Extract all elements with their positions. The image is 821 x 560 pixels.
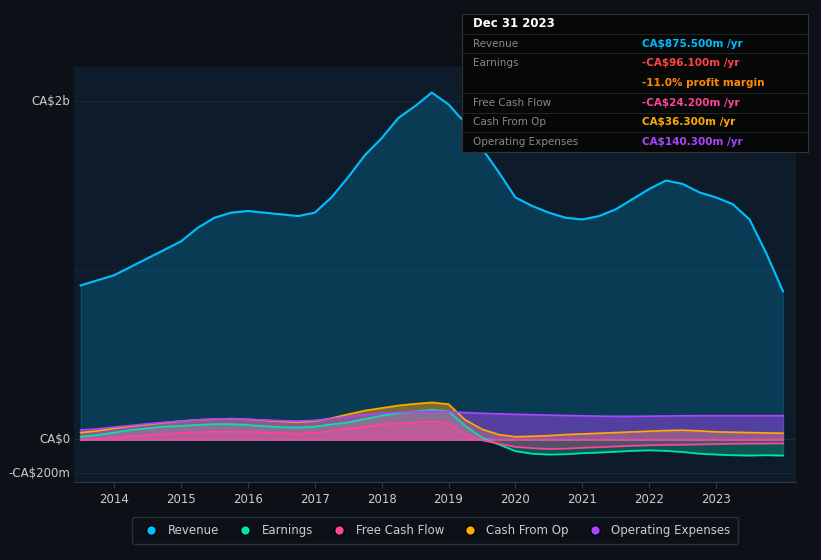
Text: -11.0% profit margin: -11.0% profit margin: [642, 78, 764, 88]
Text: Free Cash Flow: Free Cash Flow: [473, 97, 551, 108]
Text: Dec 31 2023: Dec 31 2023: [473, 17, 554, 30]
Text: CA$2b: CA$2b: [31, 95, 71, 108]
Legend: Revenue, Earnings, Free Cash Flow, Cash From Op, Operating Expenses: Revenue, Earnings, Free Cash Flow, Cash …: [132, 517, 738, 544]
Text: CA$140.300m /yr: CA$140.300m /yr: [642, 137, 743, 147]
Text: -CA$200m: -CA$200m: [8, 466, 71, 480]
Text: CA$36.300m /yr: CA$36.300m /yr: [642, 118, 736, 128]
Text: Operating Expenses: Operating Expenses: [473, 137, 578, 147]
Text: Cash From Op: Cash From Op: [473, 118, 546, 128]
Text: -CA$96.100m /yr: -CA$96.100m /yr: [642, 58, 740, 68]
Text: -CA$24.200m /yr: -CA$24.200m /yr: [642, 97, 740, 108]
Text: Revenue: Revenue: [473, 39, 518, 49]
Text: CA$875.500m /yr: CA$875.500m /yr: [642, 39, 743, 49]
Text: CA$0: CA$0: [39, 433, 71, 446]
Text: Earnings: Earnings: [473, 58, 518, 68]
